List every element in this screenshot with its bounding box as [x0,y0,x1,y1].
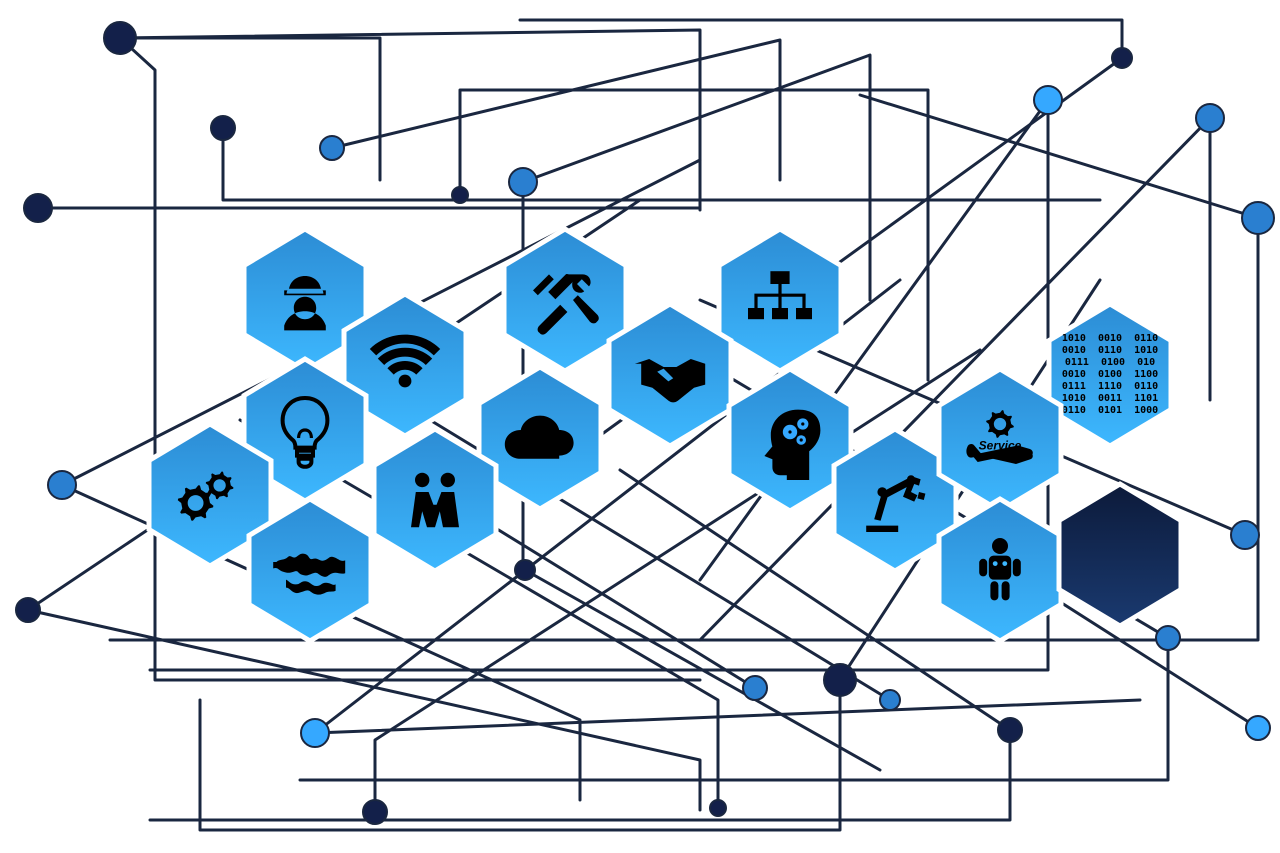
binary-icon: 1010 0010 0110 0010 0110 1010 0111 0100 … [1060,335,1160,415]
wifi-icon [365,325,445,405]
handshake-icon [630,335,710,415]
orgchart-icon [740,260,820,340]
hex-blank-dark [1055,480,1185,630]
binary-text: 1010 0010 0110 0010 0110 1010 0111 0100 … [1062,333,1158,417]
hex-team [370,425,500,575]
aihead-icon [750,400,830,480]
gears-icon [170,455,250,535]
worldmap-icon [270,530,350,610]
hex-service: Service [935,365,1065,515]
lightbulb-icon [265,390,345,470]
cloud-icon [500,398,580,478]
tools-icon [525,260,605,340]
robotarm-icon [855,460,935,540]
worker-icon [265,260,345,340]
team-icon [395,460,475,540]
hex-handshake [605,300,735,450]
robot-icon [960,530,1040,610]
hex-worldmap [245,495,375,645]
hex-robot [935,495,1065,645]
diagram-stage: 1010 0010 0110 0010 0110 1010 0111 0100 … [0,0,1280,853]
none-icon [1080,515,1160,595]
service-label: Service [979,439,1022,453]
